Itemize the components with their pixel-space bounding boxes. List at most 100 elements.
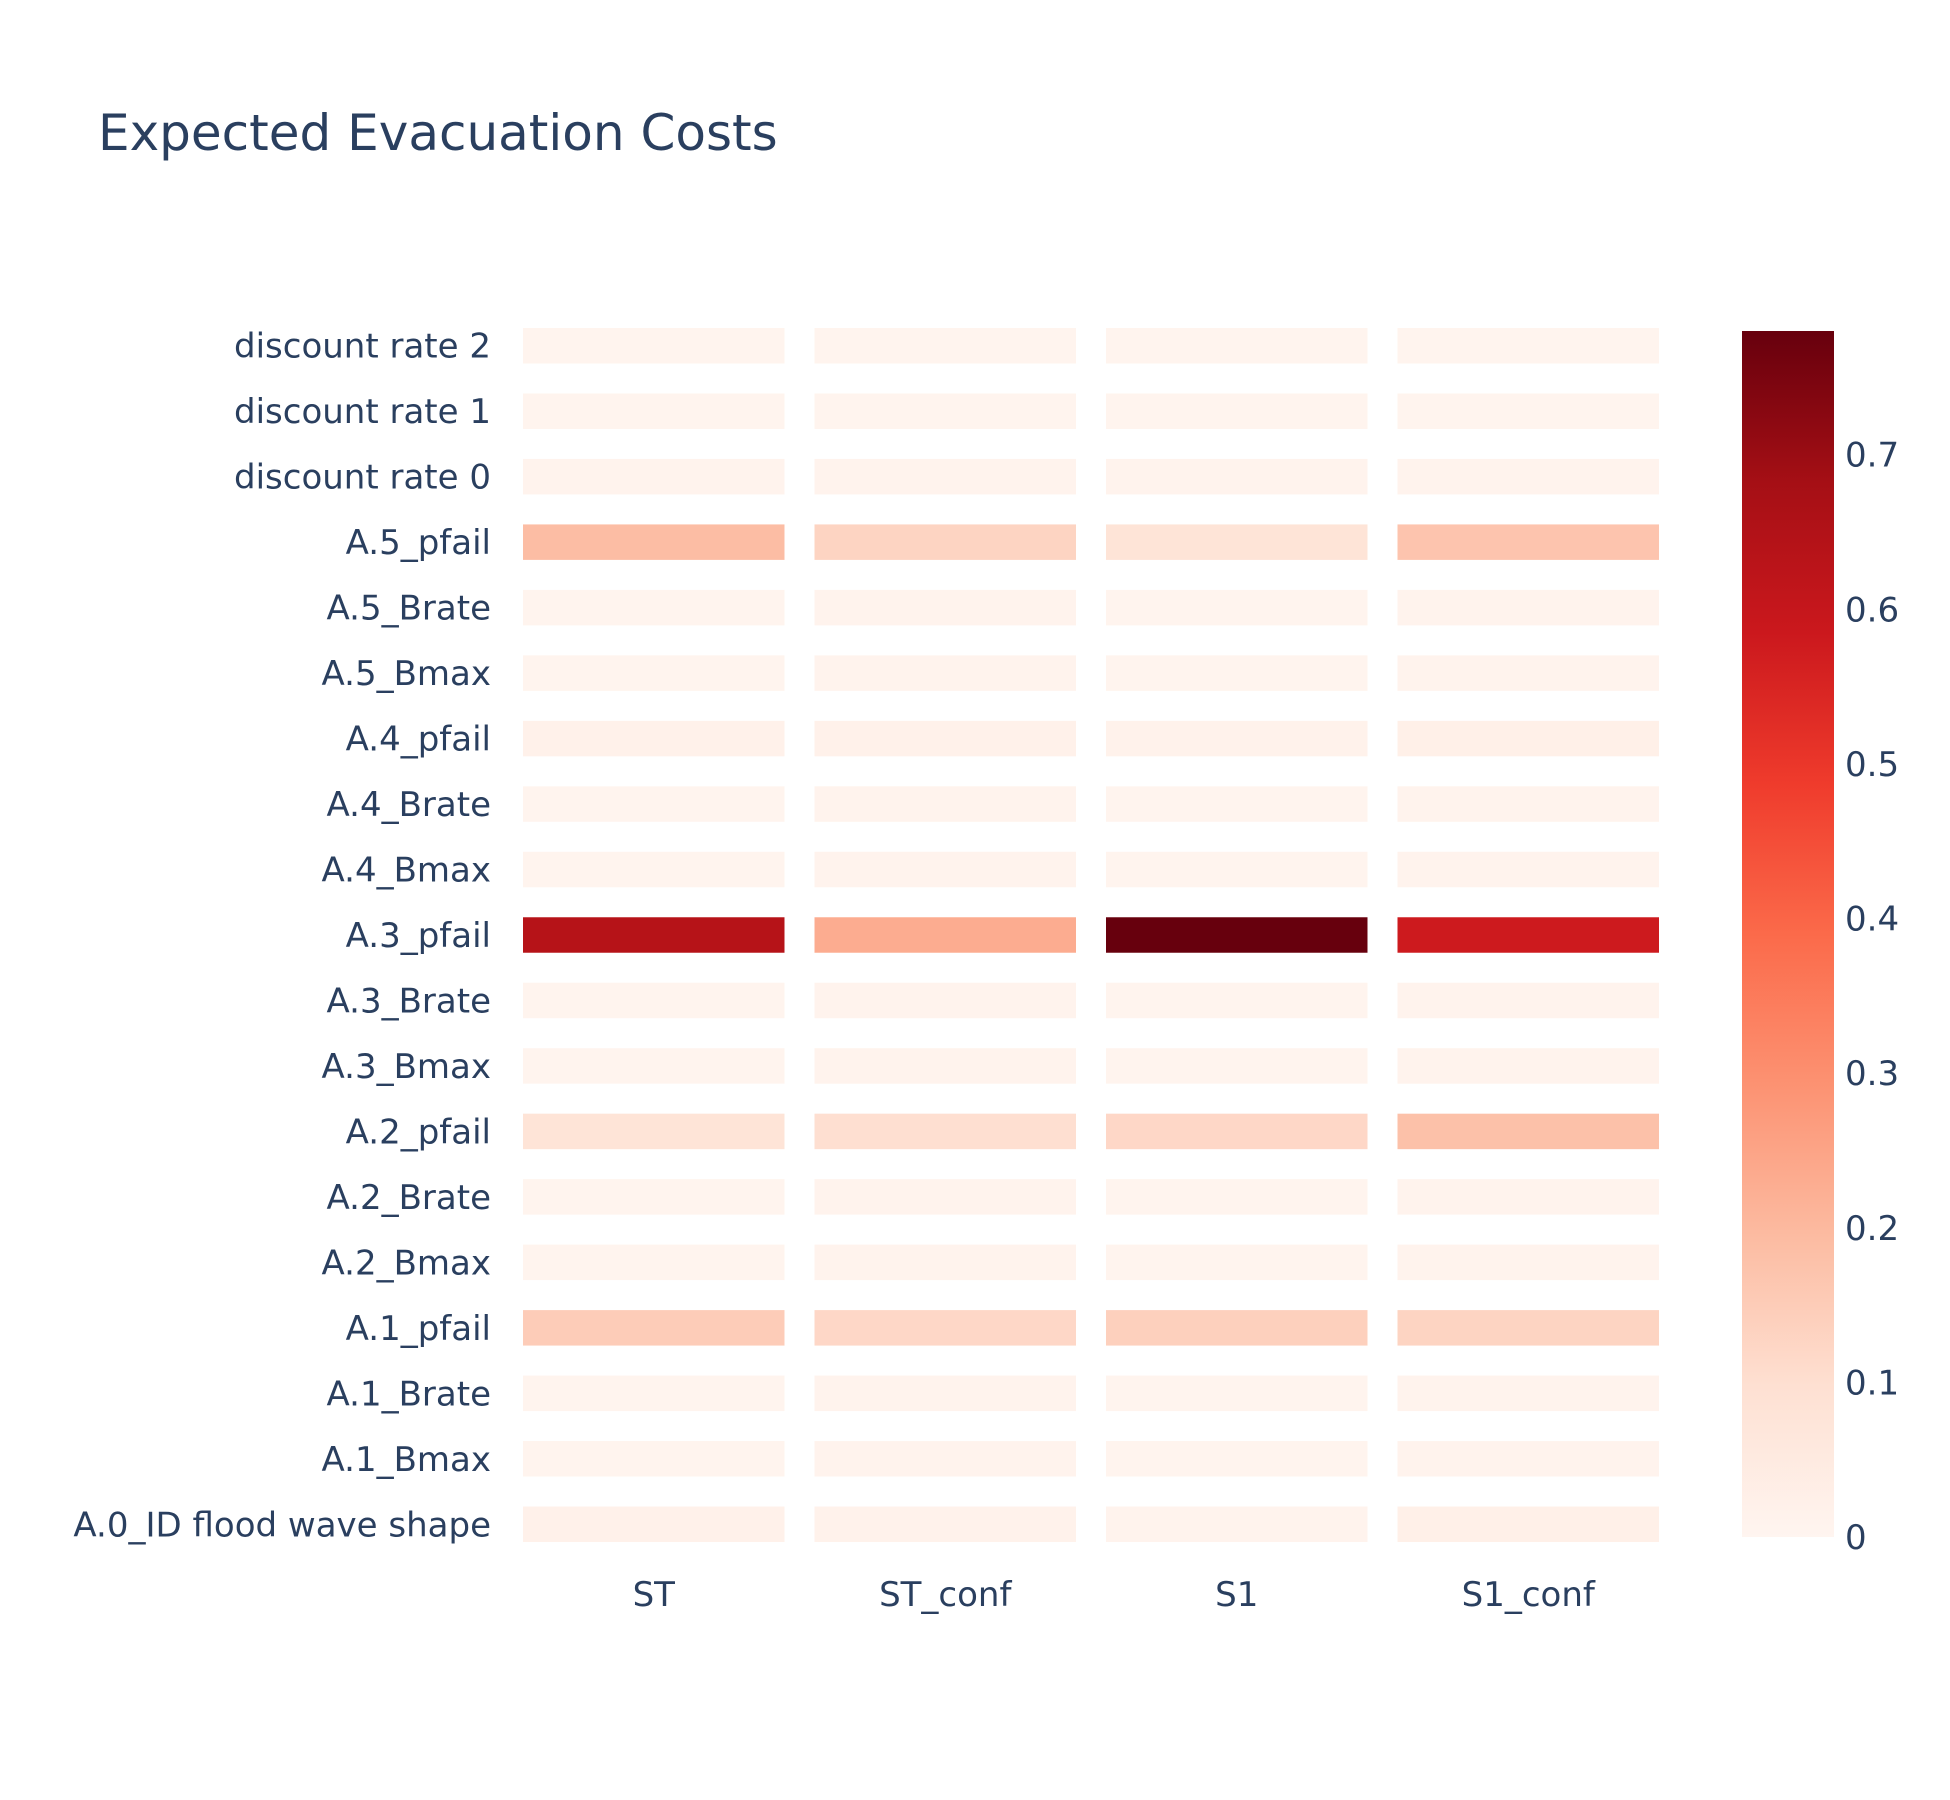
chart-title: Expected Evacuation Costs	[98, 104, 778, 162]
heatmap-cell	[523, 1244, 785, 1281]
heatmap-cell	[814, 1310, 1076, 1346]
colorbar-tick-label: 0.2	[1845, 1209, 1899, 1249]
heatmap-cell	[523, 720, 785, 757]
colorbar-tick-label: 0.3	[1845, 1054, 1899, 1094]
x-tick-label: ST_conf	[879, 1575, 1012, 1615]
heatmap-cell	[814, 458, 1076, 495]
y-tick-label: discount rate 0	[234, 458, 491, 498]
x-tick-label: S1	[1215, 1575, 1258, 1615]
y-tick-label: A.5_Brate	[327, 589, 492, 629]
heatmap-cell	[1397, 1506, 1659, 1542]
heatmap-cell	[1106, 1244, 1368, 1281]
heatmap-cell	[523, 1048, 785, 1084]
heatmap-cell	[814, 982, 1076, 1019]
heatmap-cell	[523, 1113, 785, 1150]
y-tick-label: A.1_Brate	[327, 1374, 492, 1414]
heatmap-cell	[814, 1375, 1076, 1412]
heatmap-cell	[814, 524, 1076, 560]
heatmap-cell	[523, 393, 785, 429]
y-tick-label: A.1_pfail	[346, 1309, 491, 1349]
y-tick-label: A.4_Bmax	[321, 851, 491, 891]
heatmap-cell	[523, 851, 785, 888]
heatmap-cell	[1397, 1375, 1659, 1412]
colorbar-gradient	[1742, 331, 1834, 1537]
heatmap-cell	[814, 328, 1076, 364]
heatmap-cell	[1397, 589, 1659, 626]
colorbar: 0 0.1 0.2 0.3 0.4 0.5 0.6 0.7	[1742, 331, 1899, 1558]
heatmap-cell	[814, 1179, 1076, 1215]
heatmap-cell	[1397, 786, 1659, 822]
y-tick-label: A.5_pfail	[346, 523, 491, 563]
heatmap-cell	[1397, 1244, 1659, 1281]
x-tick-label: ST	[633, 1575, 676, 1615]
y-tick-label: discount rate 1	[234, 392, 491, 432]
y-tick-label: A.3_Bmax	[321, 1047, 491, 1087]
heatmap-cell	[1397, 328, 1659, 364]
heatmap-cell	[1106, 524, 1368, 560]
heatmap-cell	[1106, 655, 1368, 691]
heatmap-cell	[1397, 851, 1659, 888]
heatmap-cell	[1106, 1441, 1368, 1477]
y-tick-label: A.2_pfail	[346, 1112, 491, 1152]
x-tick-label: S1_conf	[1462, 1575, 1596, 1615]
heatmap-cell	[523, 917, 785, 953]
y-tick-label: A.1_Bmax	[321, 1440, 491, 1480]
heatmap-cell	[523, 1506, 785, 1542]
heatmap-cell	[523, 328, 785, 364]
y-tick-label: A.3_Brate	[327, 981, 492, 1021]
heatmap-cell	[1106, 328, 1368, 364]
heatmap-cell	[1106, 589, 1368, 626]
heatmap-cell	[1106, 851, 1368, 888]
heatmap-cell	[1106, 1506, 1368, 1542]
heatmap-cell	[1106, 458, 1368, 495]
heatmap-cell	[1106, 917, 1368, 953]
colorbar-tick-label: 0.4	[1845, 900, 1899, 940]
colorbar-tick-label: 0.7	[1845, 436, 1899, 476]
heatmap-cell	[523, 982, 785, 1019]
heatmap-cell	[1397, 982, 1659, 1019]
colorbar-tick-label: 0.1	[1845, 1363, 1899, 1403]
heatmap-cell	[814, 655, 1076, 691]
heatmap-cell	[814, 786, 1076, 822]
heatmap-cell	[1106, 786, 1368, 822]
y-tick-label: A.5_Bmax	[321, 654, 491, 694]
heatmap-cell	[814, 1244, 1076, 1281]
heatmap-cell	[1106, 1048, 1368, 1084]
heatmap-cell	[1106, 720, 1368, 757]
y-tick-label: discount rate 2	[234, 327, 491, 367]
heatmap-cell	[523, 1310, 785, 1346]
heatmap-cell	[1397, 1048, 1659, 1084]
y-tick-label: A.4_pfail	[346, 720, 491, 760]
y-tick-label: A.2_Bmax	[321, 1243, 491, 1283]
heatmap-cell	[523, 589, 785, 626]
heatmap-cell	[1106, 1375, 1368, 1412]
y-tick-label: A.2_Brate	[327, 1178, 492, 1218]
heatmap-cell	[1397, 655, 1659, 691]
heatmap-cell	[523, 655, 785, 691]
y-tick-label: A.3_pfail	[346, 916, 491, 956]
heatmap-cell	[814, 720, 1076, 757]
heatmap-cell	[1397, 1310, 1659, 1346]
heatmap-cell	[814, 851, 1076, 888]
colorbar-tick-label: 0	[1845, 1518, 1867, 1558]
heatmap-cell	[1397, 1179, 1659, 1215]
heatmap-cell	[1106, 1179, 1368, 1215]
heatmap-cell	[1106, 1310, 1368, 1346]
heatmap-cell	[814, 589, 1076, 626]
heatmap-cell	[814, 1441, 1076, 1477]
heatmap-cell	[1397, 1441, 1659, 1477]
heatmap-cell	[1397, 720, 1659, 757]
heatmap-cell	[523, 1441, 785, 1477]
colorbar-tick-label: 0.6	[1845, 590, 1899, 630]
heatmap-cell	[1397, 458, 1659, 495]
heatmap-cell	[814, 1113, 1076, 1150]
x-axis-labels: ST ST_conf S1 S1_conf	[633, 1575, 1596, 1615]
heatmap-cell	[523, 1375, 785, 1412]
heatmap-cell	[523, 458, 785, 495]
heatmap-cell	[523, 786, 785, 822]
heatmap-cell	[1106, 982, 1368, 1019]
heatmap-cell	[1397, 1113, 1659, 1150]
heatmap-cell	[1106, 1113, 1368, 1150]
heatmap-cell	[814, 1048, 1076, 1084]
